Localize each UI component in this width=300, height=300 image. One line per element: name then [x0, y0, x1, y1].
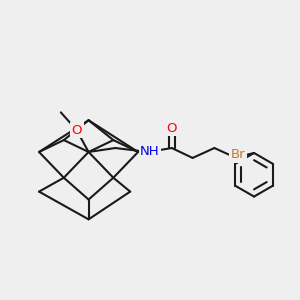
Text: Br: Br: [231, 148, 245, 161]
Text: NH: NH: [140, 146, 160, 158]
Text: O: O: [167, 122, 177, 135]
Text: O: O: [71, 124, 82, 137]
